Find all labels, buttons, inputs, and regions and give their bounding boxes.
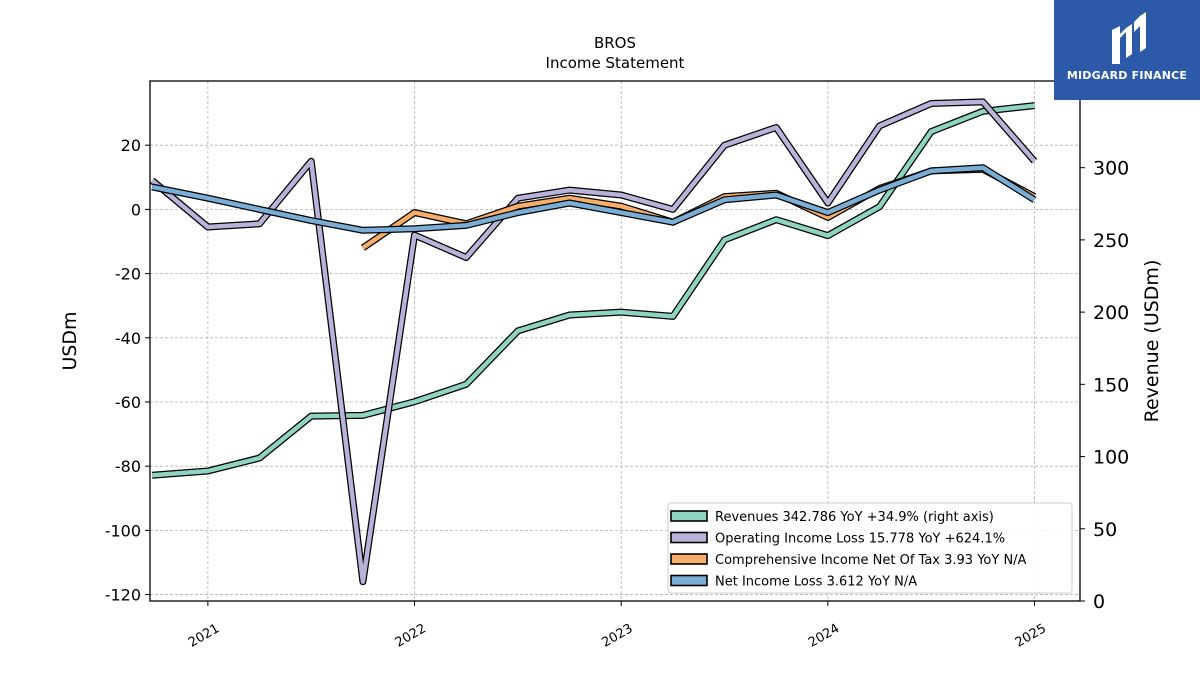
right-axis-ticks: 0 50 100 150 200 250 300	[1080, 158, 1129, 613]
brand-name: MIDGARD FINANCE	[1066, 69, 1188, 82]
legend-swatch	[670, 510, 708, 522]
x-tick-label: 2022	[393, 621, 429, 651]
y2-tick-label: 50	[1093, 519, 1117, 541]
y-tick-label: 20	[121, 136, 141, 155]
y2-tick-label: 0	[1093, 591, 1105, 613]
y-tick-label: -100	[105, 521, 141, 540]
chart-title: BROS	[594, 34, 636, 52]
series-line-operating-income-loss	[150, 99, 1037, 584]
y2-tick-label: 250	[1093, 230, 1129, 252]
chart-legend: Revenues 342.786 YoY +34.9% (right axis)…	[667, 502, 1073, 594]
series-line-net-income-loss	[151, 165, 1036, 233]
x-tick-label: 2021	[186, 621, 222, 651]
legend-label: Revenues 342.786 YoY +34.9% (right axis)	[715, 510, 994, 525]
left-axis-ticks: 20 0 -20 -40 -60 -80 -100 -120	[105, 136, 150, 605]
legend-label: Net Income Loss 3.612 YoY N/A	[715, 575, 917, 590]
plot-frame	[149, 80, 1081, 602]
legend-swatch	[670, 531, 708, 544]
y-tick-label: -40	[115, 329, 141, 348]
grid-lines	[150, 81, 1080, 601]
legend-label: Operating Income Loss 15.778 YoY +624.1%	[715, 532, 1005, 547]
y2-tick-label: 200	[1093, 302, 1129, 324]
legend-box	[667, 502, 1073, 594]
y2-tick-label: 150	[1093, 374, 1129, 396]
x-tick-label: 2024	[806, 621, 842, 651]
series-outline-revenues	[151, 102, 1035, 479]
y2-tick-label: 300	[1093, 158, 1129, 180]
x-axis-ticks: 2021 2022 2023 2024 2025	[186, 601, 1049, 651]
x-tick-label: 2023	[599, 621, 635, 651]
midgard-logo-icon	[1112, 12, 1146, 64]
y2-tick-label: 100	[1093, 447, 1129, 469]
brand-logo: MIDGARD FINANCE	[1054, 0, 1200, 100]
series-lines	[149, 98, 1038, 586]
y-tick-label: -120	[105, 586, 141, 605]
chart-subtitle: Income Statement	[546, 54, 685, 72]
y-tick-label: 0	[131, 200, 141, 219]
legend-swatch	[670, 553, 708, 565]
y-axis-label: USDm	[59, 311, 81, 370]
y2-axis-label: Revenue (USDm)	[1141, 260, 1163, 423]
x-tick-label: 2025	[1013, 621, 1049, 651]
series-line-revenues	[151, 103, 1035, 478]
legend-swatch	[670, 574, 708, 587]
y-tick-label: -60	[115, 393, 141, 412]
y-tick-label: -20	[115, 265, 141, 284]
legend-label: Comprehensive Income Net Of Tax 3.93 YoY…	[715, 553, 1027, 568]
y-tick-label: -80	[115, 457, 141, 476]
